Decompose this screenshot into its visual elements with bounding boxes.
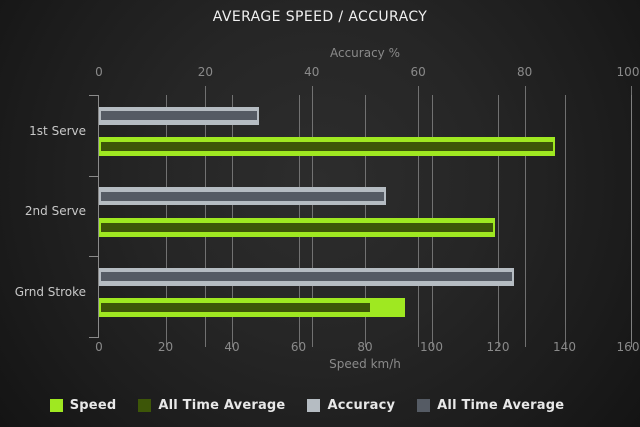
top-tick-20: 20 [197,65,214,79]
gridline-accuracy-40 [311,86,313,347]
bottom-tick-60: 60 [290,340,307,354]
bottom-tick-160: 160 [616,340,640,354]
legend-item-all-time-average-1[interactable]: All Time Average [138,398,285,413]
bar-accuracy-avg-1st-serve[interactable] [101,111,257,120]
bottom-tick-40: 40 [224,340,240,354]
bottom-tick-100: 100 [420,340,443,354]
bottom-tick-120: 120 [486,340,510,354]
top-tick-60: 60 [410,65,426,79]
legend-label-0: Speed [69,397,117,413]
legend-swatch-0 [49,398,63,412]
top-tick-100: 100 [616,65,640,79]
legend: Speed All Time Average Accuracy All Time Av… [0,395,640,415]
bottom-tick-0: 0 [95,340,103,354]
y-axis-tick [89,95,99,96]
bottom-tick-80: 80 [357,340,373,354]
y-axis-tick [89,175,99,177]
bottom-axis-title: Speed km/h [329,357,401,371]
gridline-speed-120 [498,95,499,347]
legend-label-1: All Time Average [158,397,286,413]
gridline-accuracy-20 [205,86,207,347]
legend-item-accuracy-2[interactable]: Accuracy [307,398,395,413]
top-tick-40: 40 [304,65,320,79]
bottom-tick-140: 140 [553,340,576,354]
gridline-accuracy-100 [631,86,632,347]
category-label-2nd-serve: 2nd Serve [24,204,86,219]
legend-item-speed-0[interactable]: Speed [49,397,117,413]
gridline-accuracy-80 [524,86,526,347]
y-axis-tick [89,337,99,338]
top-tick-80: 80 [516,65,533,79]
bar-speed-avg-1st-serve[interactable] [101,142,553,151]
legend-swatch-1 [138,398,152,412]
bar-speed-avg-2nd-serve[interactable] [101,222,493,232]
top-tick-0: 0 [95,65,103,79]
bar-accuracy-avg-grnd-stroke[interactable] [101,272,512,282]
gridline-accuracy-60 [418,86,420,347]
y-axis-line [98,95,99,337]
chart-title: AVERAGE SPEED / ACCURACY [212,9,428,25]
legend-swatch-2 [307,398,321,412]
y-axis-tick [89,256,99,258]
category-label-1st-serve: 1st Serve [29,123,86,138]
category-label-grnd-stroke: Grnd Stroke [14,284,86,299]
legend-swatch-3 [417,398,431,412]
top-axis-title: Accuracy % [329,46,400,60]
bottom-tick-20: 20 [157,340,174,354]
bar-speed-avg-grnd-stroke[interactable] [101,303,370,313]
legend-label-3: All Time Average [437,397,565,413]
gridline-speed-140 [564,95,566,347]
legend-item-all-time-average-3[interactable]: All Time Average [417,398,564,413]
legend-label-2: Accuracy [327,397,396,413]
bar-accuracy-avg-2nd-serve[interactable] [101,191,385,201]
